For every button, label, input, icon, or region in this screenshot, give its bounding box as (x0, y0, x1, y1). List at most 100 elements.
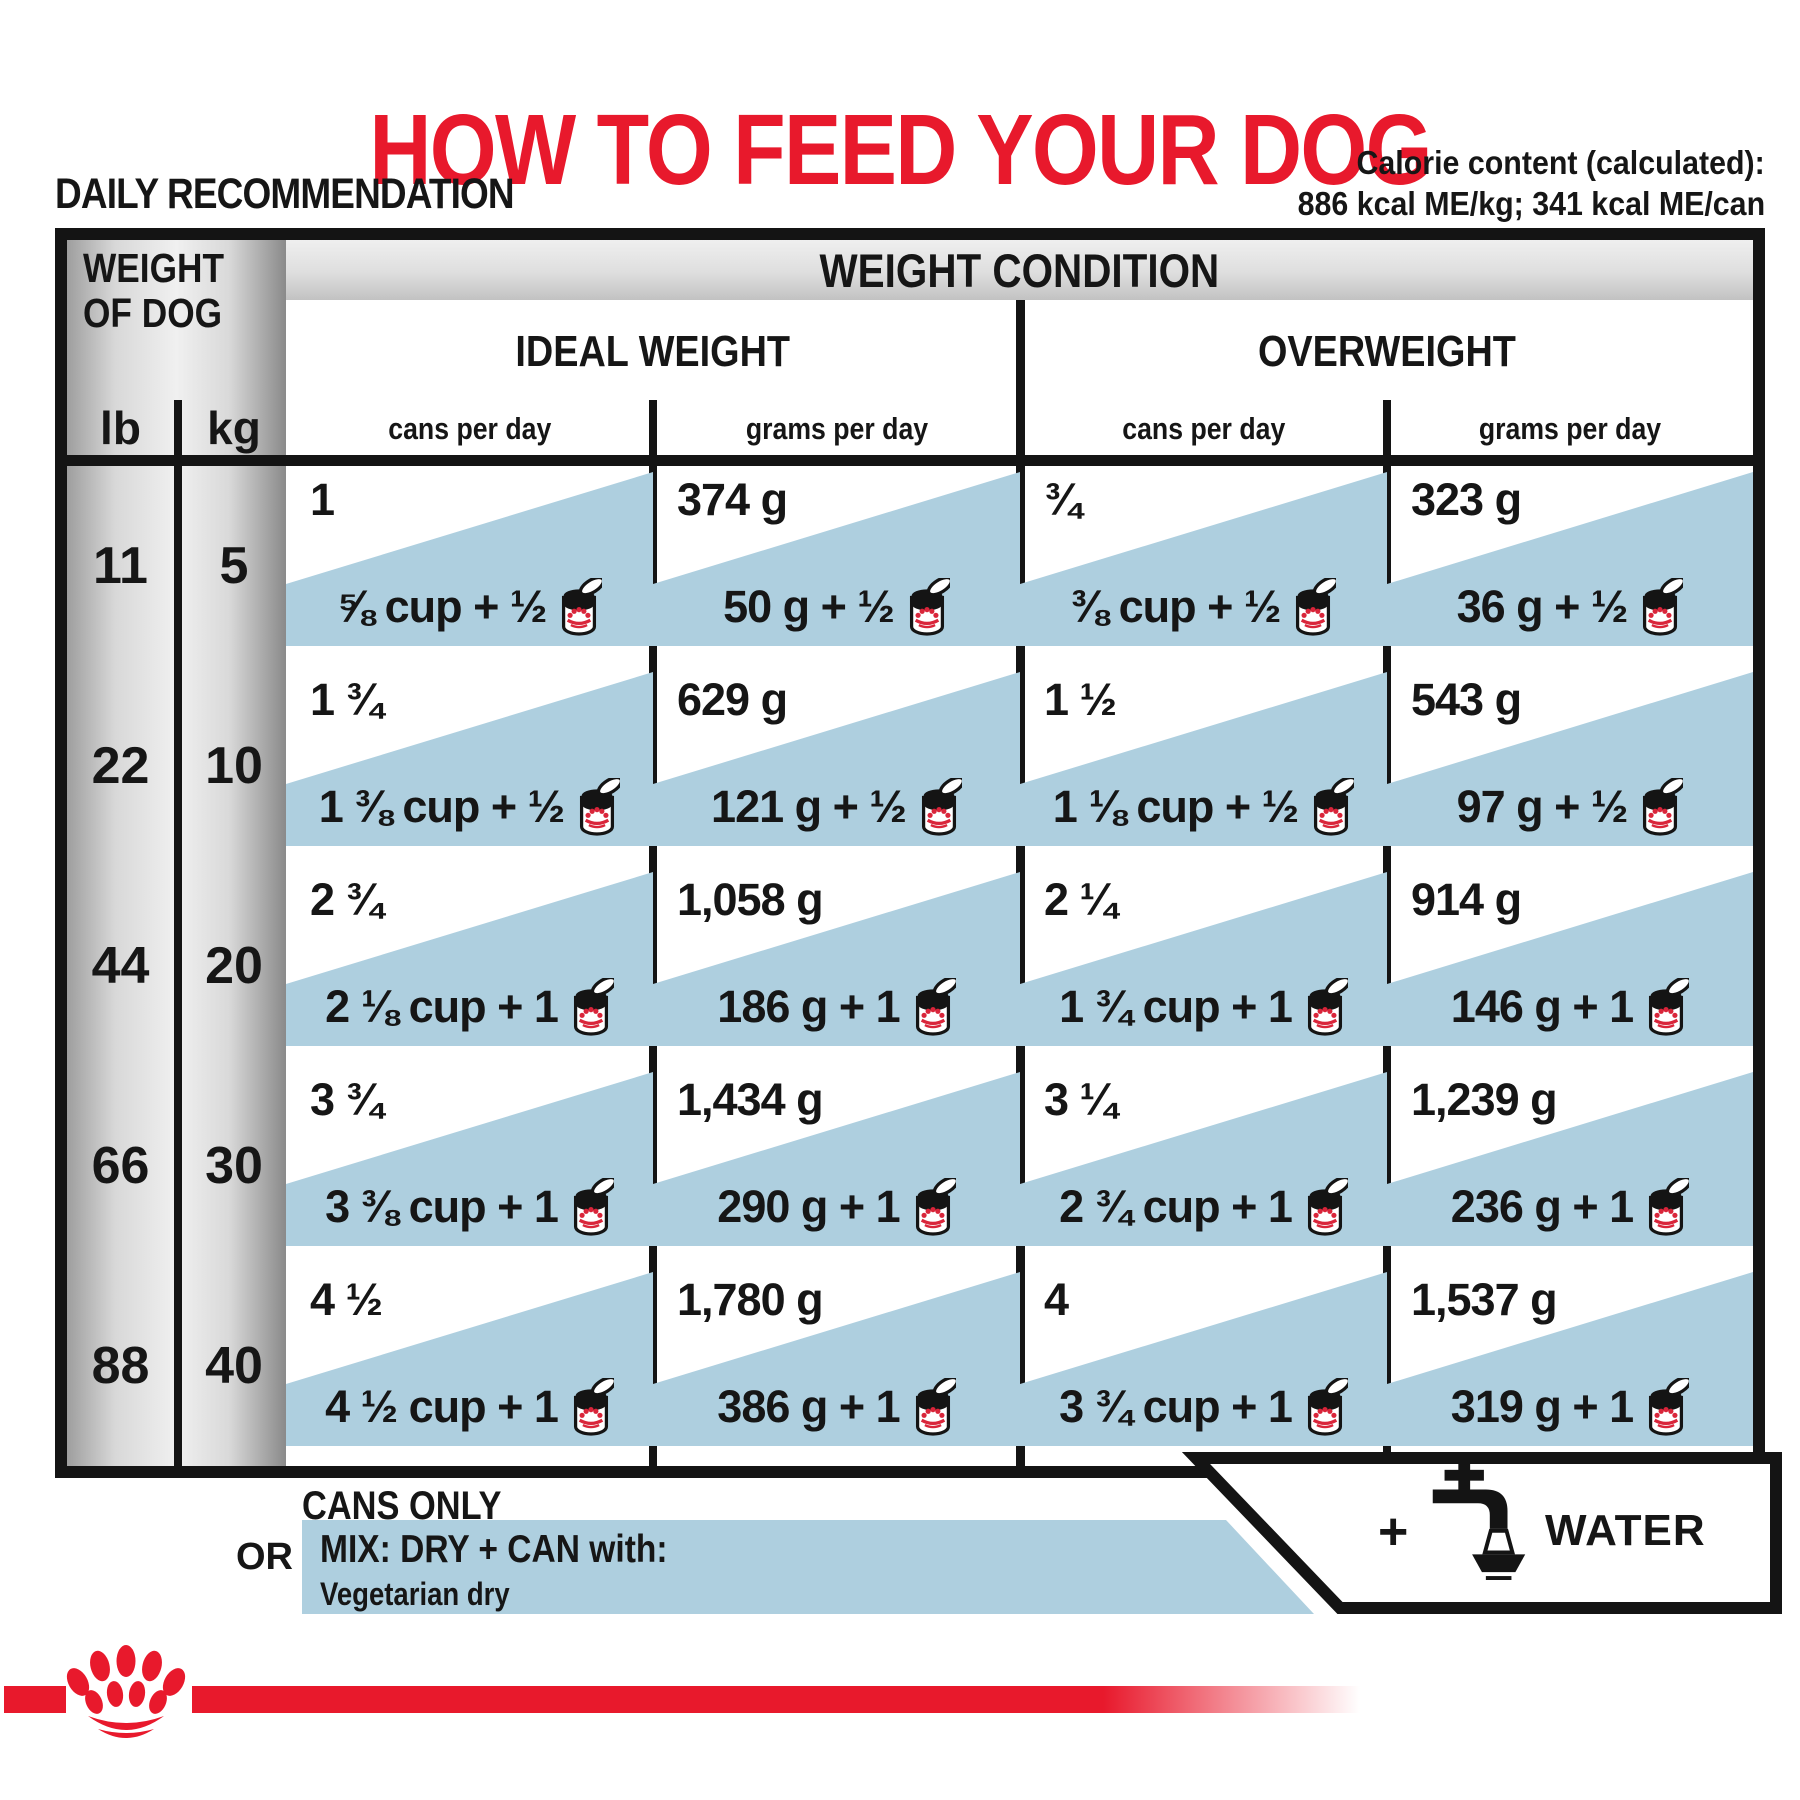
subheader-ideal-grams-text: grams per day (745, 411, 928, 446)
divider-ideal-cans-grams (649, 400, 657, 1466)
unit-header-lb: lb (100, 402, 141, 454)
mix-text: 36 g + ½ (1456, 581, 1629, 632)
cans-only-value: 2 ¾ (310, 874, 383, 925)
water-label: WATER (1545, 1506, 1706, 1555)
weight-lb-value: 66 (91, 1137, 150, 1195)
cans-only-value: 1,239 g (1411, 1074, 1558, 1125)
mix-value: 1 ⅛ cup + ½ (1020, 772, 1387, 838)
mix-value: 319 g + 1 (1387, 1372, 1753, 1438)
weight-of-dog-line1-text: WEIGHT (83, 245, 225, 291)
cans-only-value: ¾ (1044, 474, 1082, 525)
mix-value: 4 ½ cup + 1 (286, 1372, 653, 1438)
group-header-ideal-weight: IDEAL WEIGHT (286, 300, 1020, 400)
can-icon (915, 972, 962, 1036)
mix-value: 50 g + ½ (653, 572, 1020, 638)
subheader-over-cans-text: cans per day (1121, 411, 1285, 446)
mix-value: 146 g + 1 (1387, 972, 1753, 1038)
plus-water-sign: + (1378, 1503, 1409, 1561)
can-icon (1296, 572, 1343, 636)
mix-text: ⅜ cup + ½ (1070, 581, 1282, 632)
mix-value: 3 ¾ cup + 1 (1020, 1372, 1387, 1438)
ideal-weight-text: IDEAL WEIGHT (515, 327, 791, 376)
cans-only-value: 2 ¼ (1044, 874, 1117, 925)
cell-ideal-grams: 629 g 121 g + ½ (653, 666, 1020, 866)
table-row-66lb: 66 30 3 ¾ 3 ⅜ cup + 1 1,434 g 290 g + 1 3 … (67, 1066, 1753, 1266)
cans-only-value: 323 g (1411, 474, 1522, 525)
faucet-water-icon (1432, 1460, 1526, 1580)
cans-only-value: 1,780 g (677, 1274, 824, 1325)
mix-product-label: Vegetarian dry (320, 1576, 541, 1613)
mix-text: 1 ⅜ cup + ½ (318, 781, 565, 832)
mix-value: 290 g + 1 (653, 1172, 1020, 1238)
cans-only-value: 1 (310, 474, 335, 525)
cell-ideal-grams: 1,434 g 290 g + 1 (653, 1066, 1020, 1266)
subheader-ideal-grams: grams per day (653, 400, 1020, 455)
subheader-ideal-cans: cans per day (286, 400, 653, 455)
can-icon (909, 572, 956, 636)
mix-label: MIX: DRY + CAN with: (320, 1528, 724, 1572)
can-icon (1643, 572, 1690, 636)
can-icon (1307, 1372, 1354, 1436)
weight-kg-value: 40 (205, 1337, 263, 1395)
mix-text: 290 g + 1 (717, 1181, 900, 1232)
weight-of-dog-line2-text: OF DOG (83, 290, 223, 336)
mix-value: 97 g + ½ (1387, 772, 1753, 838)
can-icon (915, 1372, 962, 1436)
cell-over-cans: 3 ¼ 2 ¾ cup + 1 (1020, 1066, 1387, 1266)
cell-ideal-cans: 1 ⅝ cup + ½ (286, 466, 653, 666)
cell-ideal-grams: 1,058 g 186 g + 1 (653, 866, 1020, 1066)
table-row-44lb: 44 20 2 ¾ 2 ⅛ cup + 1 1,058 g 186 g + 1 2 … (67, 866, 1753, 1066)
cans-only-value: 4 (1044, 1274, 1069, 1325)
mix-value: 386 g + 1 (653, 1372, 1020, 1438)
cans-only-value: 4 ½ (310, 1274, 383, 1325)
mix-value: ⅜ cup + ½ (1020, 572, 1387, 638)
weight-lb-value: 11 (93, 537, 148, 595)
weight-lb-value: 22 (91, 737, 150, 795)
cans-only-value: 629 g (677, 674, 788, 725)
cans-only-value: 1 ¾ (310, 674, 383, 725)
mix-text: 4 ½ cup + 1 (325, 1381, 559, 1432)
cans-only-value: 543 g (1411, 674, 1522, 725)
mix-value: 186 g + 1 (653, 972, 1020, 1038)
mix-text: 3 ¾ cup + 1 (1059, 1381, 1293, 1432)
can-icon (573, 1172, 620, 1236)
cell-over-grams: 914 g 146 g + 1 (1387, 866, 1753, 1066)
mix-label-text: MIX: DRY + CAN with: (320, 1528, 668, 1571)
mix-text: 236 g + 1 (1450, 1181, 1634, 1232)
weight-of-dog-header: WEIGHT OF DOG (83, 246, 247, 336)
calorie-line-1-text: Calorie content (calculated): (1356, 144, 1765, 181)
subheader-ideal-cans-text: cans per day (387, 411, 551, 446)
cell-ideal-cans: 2 ¾ 2 ⅛ cup + 1 (286, 866, 653, 1066)
daily-recommendation-text: DAILY RECOMMENDATION (55, 170, 515, 218)
can-icon (1649, 972, 1696, 1036)
can-icon (1314, 772, 1361, 836)
cell-over-cans: 4 3 ¾ cup + 1 (1020, 1266, 1387, 1466)
mix-text: 97 g + ½ (1456, 781, 1629, 832)
mix-legend-band: MIX: DRY + CAN with: Vegetarian dry (302, 1520, 1314, 1614)
cans-only-value: 914 g (1411, 874, 1522, 925)
subheader-over-grams-text: grams per day (1478, 411, 1662, 446)
daily-recommendation-label: DAILY RECOMMENDATION (55, 170, 588, 219)
can-icon (921, 772, 968, 836)
calorie-line-1: Calorie content (calculated): (1257, 142, 1765, 183)
mix-value: 2 ⅛ cup + 1 (286, 972, 653, 1038)
mix-value: ⅝ cup + ½ (286, 572, 653, 638)
can-icon (1643, 772, 1690, 836)
can-icon (1307, 972, 1354, 1036)
can-icon (573, 972, 620, 1036)
mix-value: 236 g + 1 (1387, 1172, 1753, 1238)
weight-kg-value: 20 (205, 937, 263, 995)
water-callout-box (1182, 1452, 1782, 1614)
can-icon (1649, 1172, 1696, 1236)
mix-text: 186 g + 1 (717, 981, 900, 1032)
weight-kg-value: 30 (205, 1137, 263, 1195)
cell-over-grams: 1,537 g 319 g + 1 (1387, 1266, 1753, 1466)
or-label: OR (236, 1536, 293, 1578)
cell-over-cans: 2 ¼ 1 ¾ cup + 1 (1020, 866, 1387, 1066)
cell-over-cans: 1 ½ 1 ⅛ cup + ½ (1020, 666, 1387, 866)
calorie-content-block: Calorie content (calculated): 886 kcal M… (1257, 142, 1765, 224)
can-icon (1649, 1372, 1696, 1436)
mix-text: 386 g + 1 (717, 1381, 900, 1432)
mix-text: ⅝ cup + ½ (336, 581, 548, 632)
